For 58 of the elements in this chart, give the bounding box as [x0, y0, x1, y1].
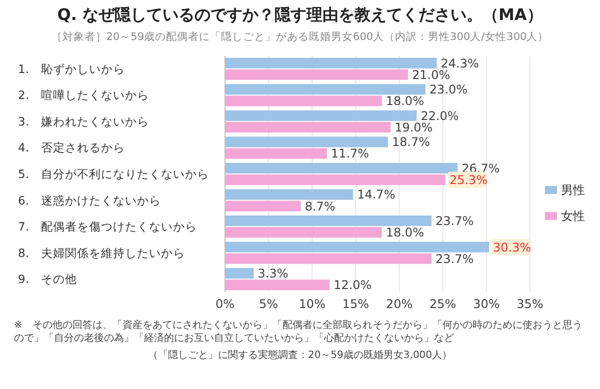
- bar: [225, 200, 301, 212]
- bar: [225, 280, 330, 290]
- y-tick-label: 7. 配偶者を傷つけたくないから: [18, 220, 197, 234]
- data-label: 14.7%: [357, 188, 396, 202]
- data-label: 25.3%: [449, 172, 488, 187]
- x-tick-label: 10%: [298, 297, 326, 311]
- text: ※ その他の回答は、「資産をあてにされたくないから」「配偶者に全部取られそうだから」「何かの時のために使おうと思うので」「自分の老後の為」「経済的にお互い自立していたいから」「心配かけたくないから」など: [14, 319, 582, 344]
- y-tick-label: 1. 恥ずかしいから: [18, 62, 125, 76]
- y-tick-label: 2. 喧嘩したくないから: [18, 88, 149, 102]
- data-label: 23.0%: [429, 82, 468, 97]
- x-tick-label: 15%: [342, 297, 370, 311]
- bar: [225, 162, 458, 174]
- data-label: 12.0%: [334, 278, 372, 292]
- x-tick-label: 5%: [259, 297, 278, 311]
- data-label: 18.0%: [386, 94, 424, 108]
- data-label: 23.7%: [436, 252, 474, 266]
- y-tick-label: 9. その他: [18, 272, 77, 286]
- data-label: 18.7%: [392, 135, 430, 150]
- data-label: 8.7%: [304, 199, 336, 214]
- bar: [225, 58, 437, 68]
- bar: [225, 69, 408, 80]
- bar: [225, 227, 382, 238]
- data-label: 18.0%: [386, 226, 424, 240]
- legend-label: 女性: [561, 209, 585, 224]
- x-tick-label: 0%: [215, 297, 235, 311]
- bar: [225, 253, 432, 264]
- data-label: 11.7%: [330, 146, 370, 161]
- y-tick-label: 8. 夫婦関係を維持したいから: [18, 246, 185, 260]
- data-label: 23.7%: [436, 214, 474, 228]
- bar: [225, 136, 388, 148]
- bar: [225, 242, 490, 252]
- bar: [225, 189, 354, 200]
- bar: [225, 216, 432, 226]
- legend-label: 男性: [561, 183, 585, 198]
- text: （「隠しごと」に関する実態調査：20～59歳の既婚男女3,000人）: [148, 349, 452, 361]
- data-label: 19.0%: [394, 120, 433, 134]
- bar: [225, 174, 446, 186]
- x-tick-label: 35%: [516, 297, 544, 311]
- x-tick-label: 25%: [430, 297, 456, 311]
- bar: [225, 268, 254, 279]
- chart-subtitle: ［対象者］20～59歳の配偶者に「隠しごと」がある既婚男女600人（内訳：男性300人/女性300人）: [51, 30, 549, 43]
- data-label: 3.3%: [258, 266, 288, 281]
- bar: [225, 84, 426, 95]
- data-label: 24.3%: [440, 56, 479, 70]
- y-tick-label: 6. 迷惑かけたくないから: [18, 193, 161, 208]
- y-tick-label: 5. 自分が不利になりたくないから: [18, 167, 209, 182]
- bar: [225, 148, 327, 159]
- y-tick-label: 3. 嫌われたくないから: [18, 114, 149, 128]
- data-label: 22.0%: [420, 108, 459, 123]
- y-tick-label: 4. 否定されるから: [18, 140, 125, 155]
- chart-title: Q. なぜ隠しているのですか？隠す理由を教えてください。（MA）: [57, 5, 543, 24]
- bar: [225, 110, 417, 121]
- x-tick-label: 30%: [473, 297, 500, 311]
- data-label: 30.3%: [493, 240, 532, 254]
- data-label: 21.0%: [412, 68, 450, 82]
- bar: [225, 122, 391, 133]
- bar: [225, 96, 382, 106]
- x-tick-label: 20%: [386, 297, 413, 311]
